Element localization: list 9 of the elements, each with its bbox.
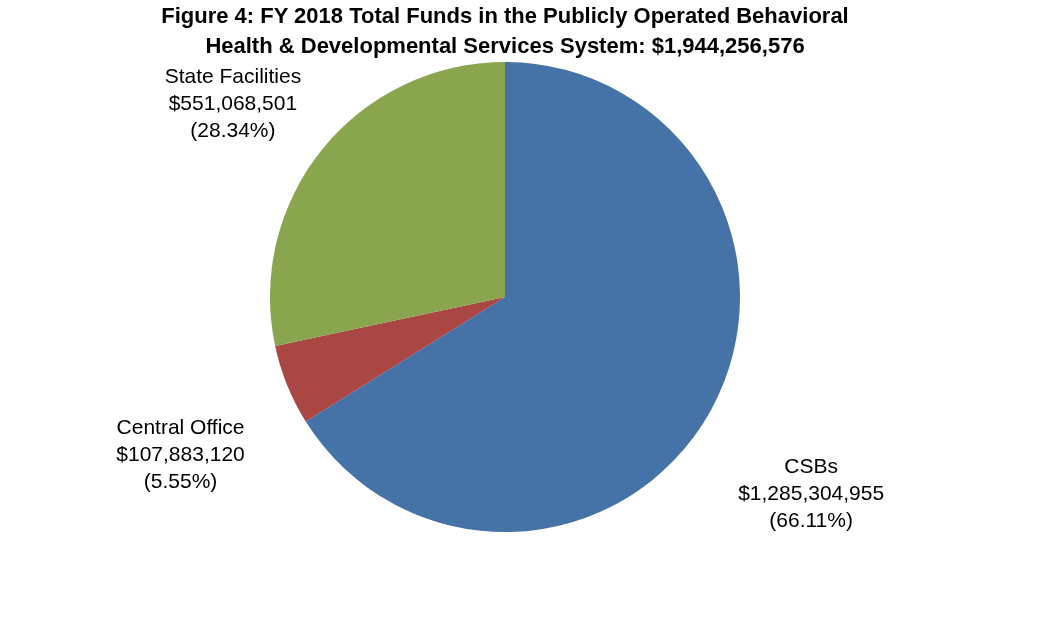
data-label: $107,883,120 (5.55%): [116, 442, 245, 493]
chart-title: Figure 4: FY 2018 Total Funds in the Publicly Operated Behavioral Health & Developmental Services System: $1,944,256,576: [161, 3, 849, 58]
slice-label: CSBs: [784, 453, 838, 477]
slice-label: Central Office: [116, 415, 245, 439]
data-label: $1,285,304,955 (66.11%): [738, 480, 885, 531]
data-label: $551,068,501 (28.34%): [168, 90, 298, 141]
pie-slice: [275, 297, 505, 422]
pie-slice: [305, 62, 740, 532]
slice-label: State Facilities: [164, 63, 302, 87]
